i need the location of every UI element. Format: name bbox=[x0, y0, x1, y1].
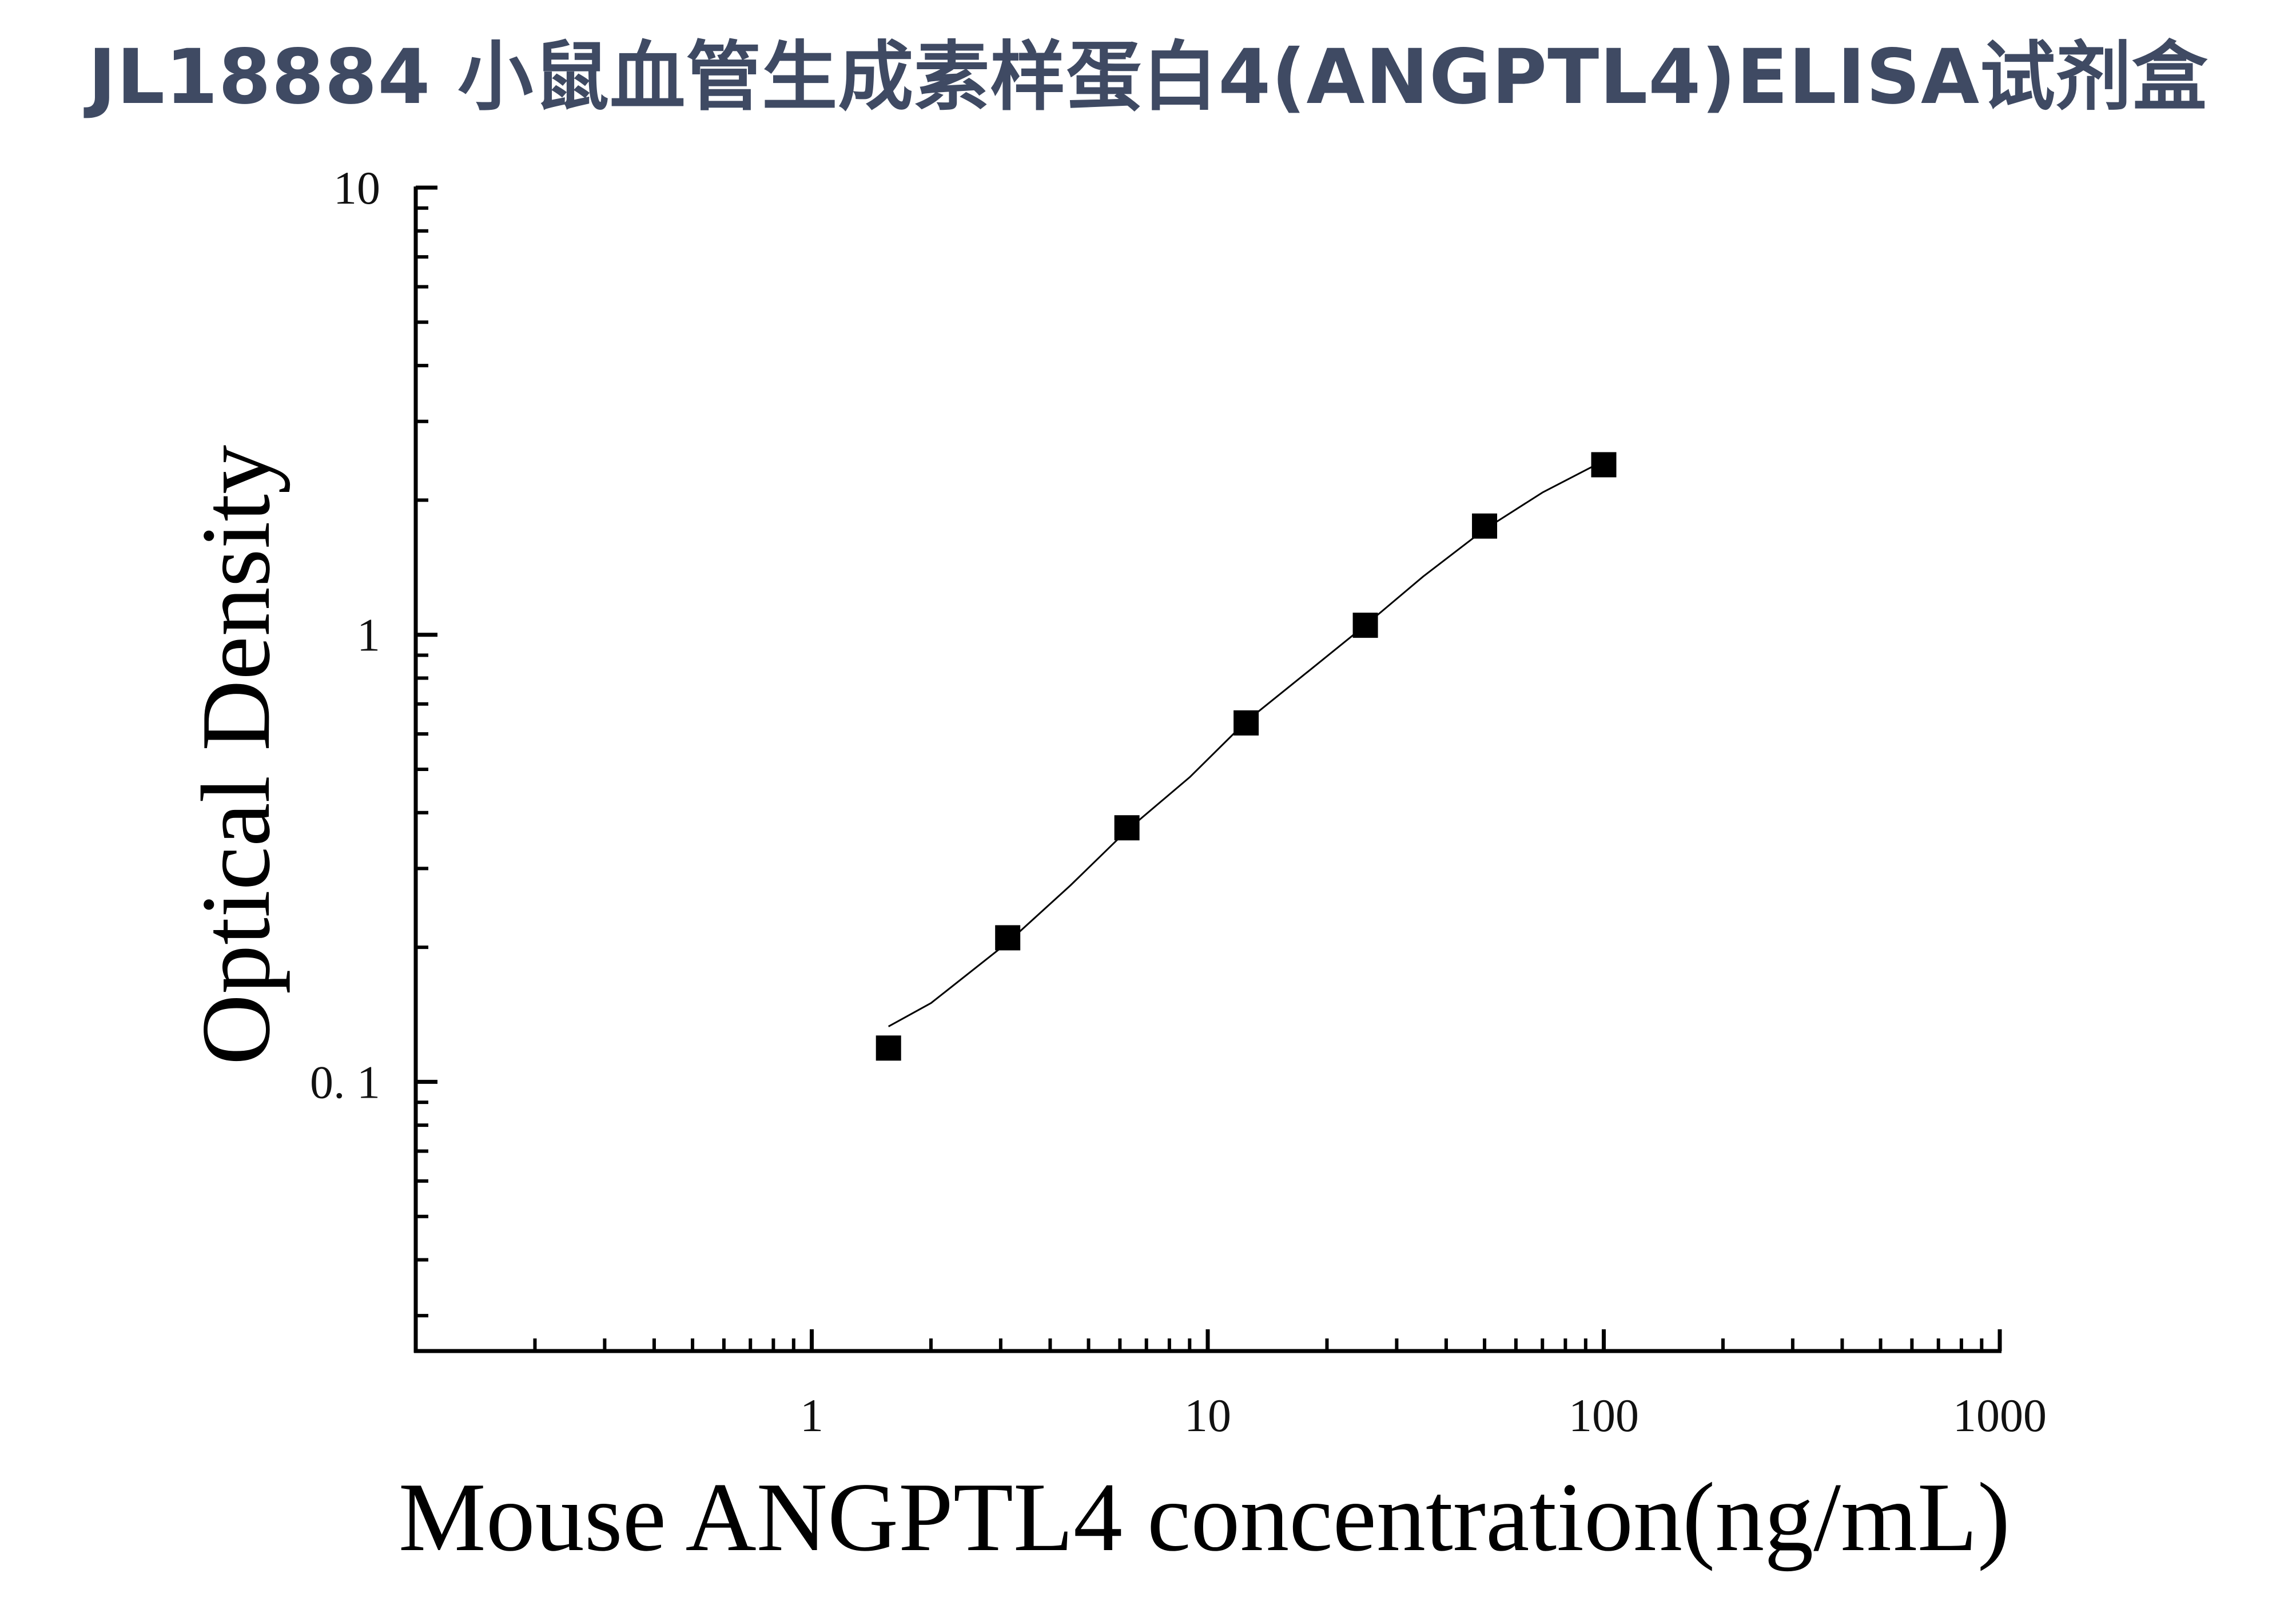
ticks bbox=[416, 185, 2002, 1351]
x-tick-label: 100 bbox=[1569, 1389, 1639, 1441]
data-points bbox=[876, 452, 1617, 1061]
page-title: JL18884 小鼠血管生成素样蛋白4(ANGPTL4)ELISA试剂盒 bbox=[87, 33, 2209, 121]
data-point bbox=[995, 925, 1021, 951]
y-tick-label: 1 bbox=[357, 609, 380, 661]
tick-labels: 1 10 100 1000 0. 1 1 10 bbox=[310, 162, 2047, 1441]
y-tick-label: 10 bbox=[333, 162, 380, 214]
y-axis-title: Optical Density bbox=[182, 445, 291, 1065]
data-point bbox=[1591, 452, 1617, 478]
x-tick-label: 1000 bbox=[1953, 1389, 2047, 1441]
x-axis-title: Mouse ANGPTL4 concentration(ng/mL) bbox=[399, 1463, 2010, 1572]
data-point bbox=[1114, 815, 1140, 841]
data-point bbox=[1233, 710, 1259, 736]
x-tick-label: 10 bbox=[1184, 1389, 1231, 1441]
data-point bbox=[876, 1035, 901, 1061]
y-tick-label: 0. 1 bbox=[310, 1056, 380, 1108]
axes bbox=[413, 186, 2001, 1353]
x-tick-label: 1 bbox=[800, 1389, 823, 1441]
data-point bbox=[1352, 613, 1378, 638]
data-point bbox=[1472, 513, 1498, 539]
